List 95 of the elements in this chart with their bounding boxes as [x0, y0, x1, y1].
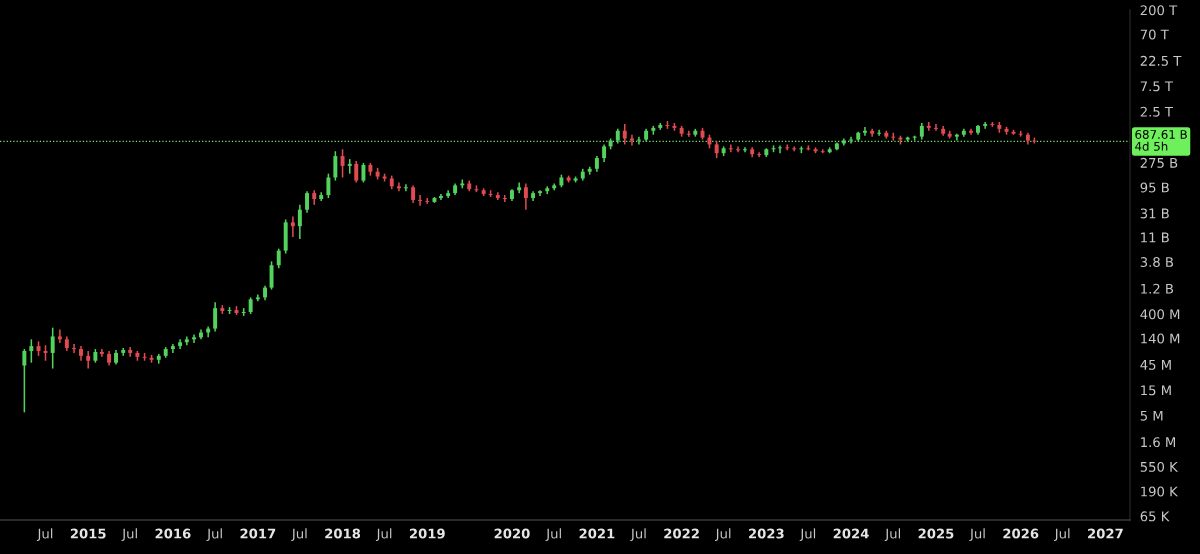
y-tick-label: 70 T	[1140, 29, 1169, 40]
y-tick-label: 140 M	[1141, 333, 1180, 344]
candlestick	[192, 333, 196, 344]
x-tick-label: 2016	[155, 528, 191, 539]
candlestick	[255, 293, 260, 303]
x-tick-label: 2027	[1088, 528, 1123, 539]
x-tick-label: 2020	[494, 528, 530, 539]
candlestick	[403, 183, 408, 192]
x-tick-label: Jul	[121, 528, 137, 541]
candlestick	[517, 181, 522, 194]
candlestick	[622, 123, 627, 146]
x-tick-label: Jul	[884, 528, 900, 541]
candlestick	[502, 194, 507, 203]
x-tick-label: Jul	[630, 528, 646, 541]
candlestick	[22, 348, 27, 414]
candlestick	[340, 148, 345, 179]
candlestick	[736, 145, 740, 153]
y-tick-label: 95 B	[1140, 182, 1169, 193]
candlestick	[425, 197, 430, 205]
y-tick-label: 400 M	[1140, 309, 1180, 320]
x-tick-label: Jul	[291, 528, 307, 541]
candlestick	[99, 348, 104, 358]
candlestick	[50, 326, 55, 370]
candlestick	[862, 126, 867, 137]
y-tick-label: 31 B	[1140, 208, 1169, 219]
y-tick-label: 1.2 B	[1141, 283, 1174, 294]
candlestick	[418, 194, 423, 207]
candlestick	[785, 143, 790, 152]
x-tick-label: 2026	[1003, 528, 1039, 539]
candlestick	[326, 172, 331, 199]
candlestick	[276, 247, 281, 269]
x-tick-label: Jul	[206, 528, 222, 541]
candlestick	[686, 130, 691, 138]
candlestick	[269, 260, 274, 291]
y-tick-label: 200 T	[1140, 5, 1178, 16]
candlestick	[954, 132, 959, 142]
candlestick	[170, 343, 175, 354]
candlestick	[290, 215, 295, 238]
y-tick-label: 3.8 B	[1140, 257, 1174, 268]
y-tick-label: 45 M	[1140, 360, 1171, 370]
candlestick	[636, 135, 641, 146]
candlestick	[57, 328, 62, 344]
candlestick	[926, 121, 931, 132]
x-tick-label: 2023	[749, 528, 784, 539]
candlestick	[184, 335, 189, 346]
x-tick-label: Jul	[375, 528, 392, 541]
x-tick-label: 2017	[240, 528, 276, 539]
candlestick	[983, 121, 988, 130]
candlestick	[629, 133, 634, 147]
y-tick-label: 65 K	[1140, 511, 1170, 522]
y-tick-label: 11 B	[1141, 232, 1169, 243]
x-tick-label: 2022	[664, 528, 699, 539]
candlestick	[396, 181, 401, 192]
x-tick-label: Jul	[545, 528, 561, 541]
candlestick	[757, 151, 762, 158]
candlestick	[877, 129, 882, 137]
x-tick-label: Jul	[799, 528, 816, 541]
x-tick-label: 2021	[579, 528, 615, 539]
ref-line-label: 687.61 B 4d 5h	[1135, 129, 1187, 151]
x-tick-label: Jul	[969, 528, 985, 541]
x-tick-label: Jul	[714, 528, 731, 541]
candlestick	[792, 145, 797, 153]
candlestick	[849, 135, 854, 145]
candlestick	[297, 204, 302, 240]
y-tick-label: 550 K	[1140, 461, 1179, 472]
x-tick-label: Jul	[1054, 528, 1070, 541]
candlestick	[778, 144, 782, 154]
x-tick-label: 2015	[70, 528, 106, 539]
candlestick	[305, 190, 310, 214]
y-tick-label: 7.5 T	[1140, 81, 1173, 92]
candlestick	[213, 301, 218, 333]
x-tick-label: 2018	[325, 528, 361, 539]
candlestick	[347, 158, 352, 175]
x-tick-label: 2024	[833, 528, 869, 539]
x-tick-label: 2019	[409, 528, 445, 539]
candlestick	[333, 150, 338, 182]
candlestick	[29, 338, 34, 364]
y-tick-label: 22.5 T	[1140, 55, 1182, 66]
candlestick	[523, 182, 528, 211]
candlestick	[354, 160, 359, 184]
candlestick	[72, 343, 77, 354]
candlestick	[128, 346, 133, 358]
candlestick	[361, 162, 366, 184]
y-tick-label: 5 M	[1140, 410, 1163, 421]
y-tick-label: 2.5 T	[1140, 106, 1173, 117]
candlestick	[934, 123, 938, 132]
y-tick-label: 15 M	[1141, 385, 1171, 396]
x-tick-label: 2025	[918, 528, 954, 539]
x-tick-label: Jul	[36, 528, 53, 541]
candlestick	[86, 350, 91, 370]
y-tick-label: 275 B	[1140, 157, 1178, 168]
y-tick-label: 1.6 M	[1141, 437, 1175, 448]
candlestick	[743, 146, 747, 153]
y-tick-label: 190 K	[1141, 486, 1179, 497]
candlestick	[728, 143, 733, 153]
